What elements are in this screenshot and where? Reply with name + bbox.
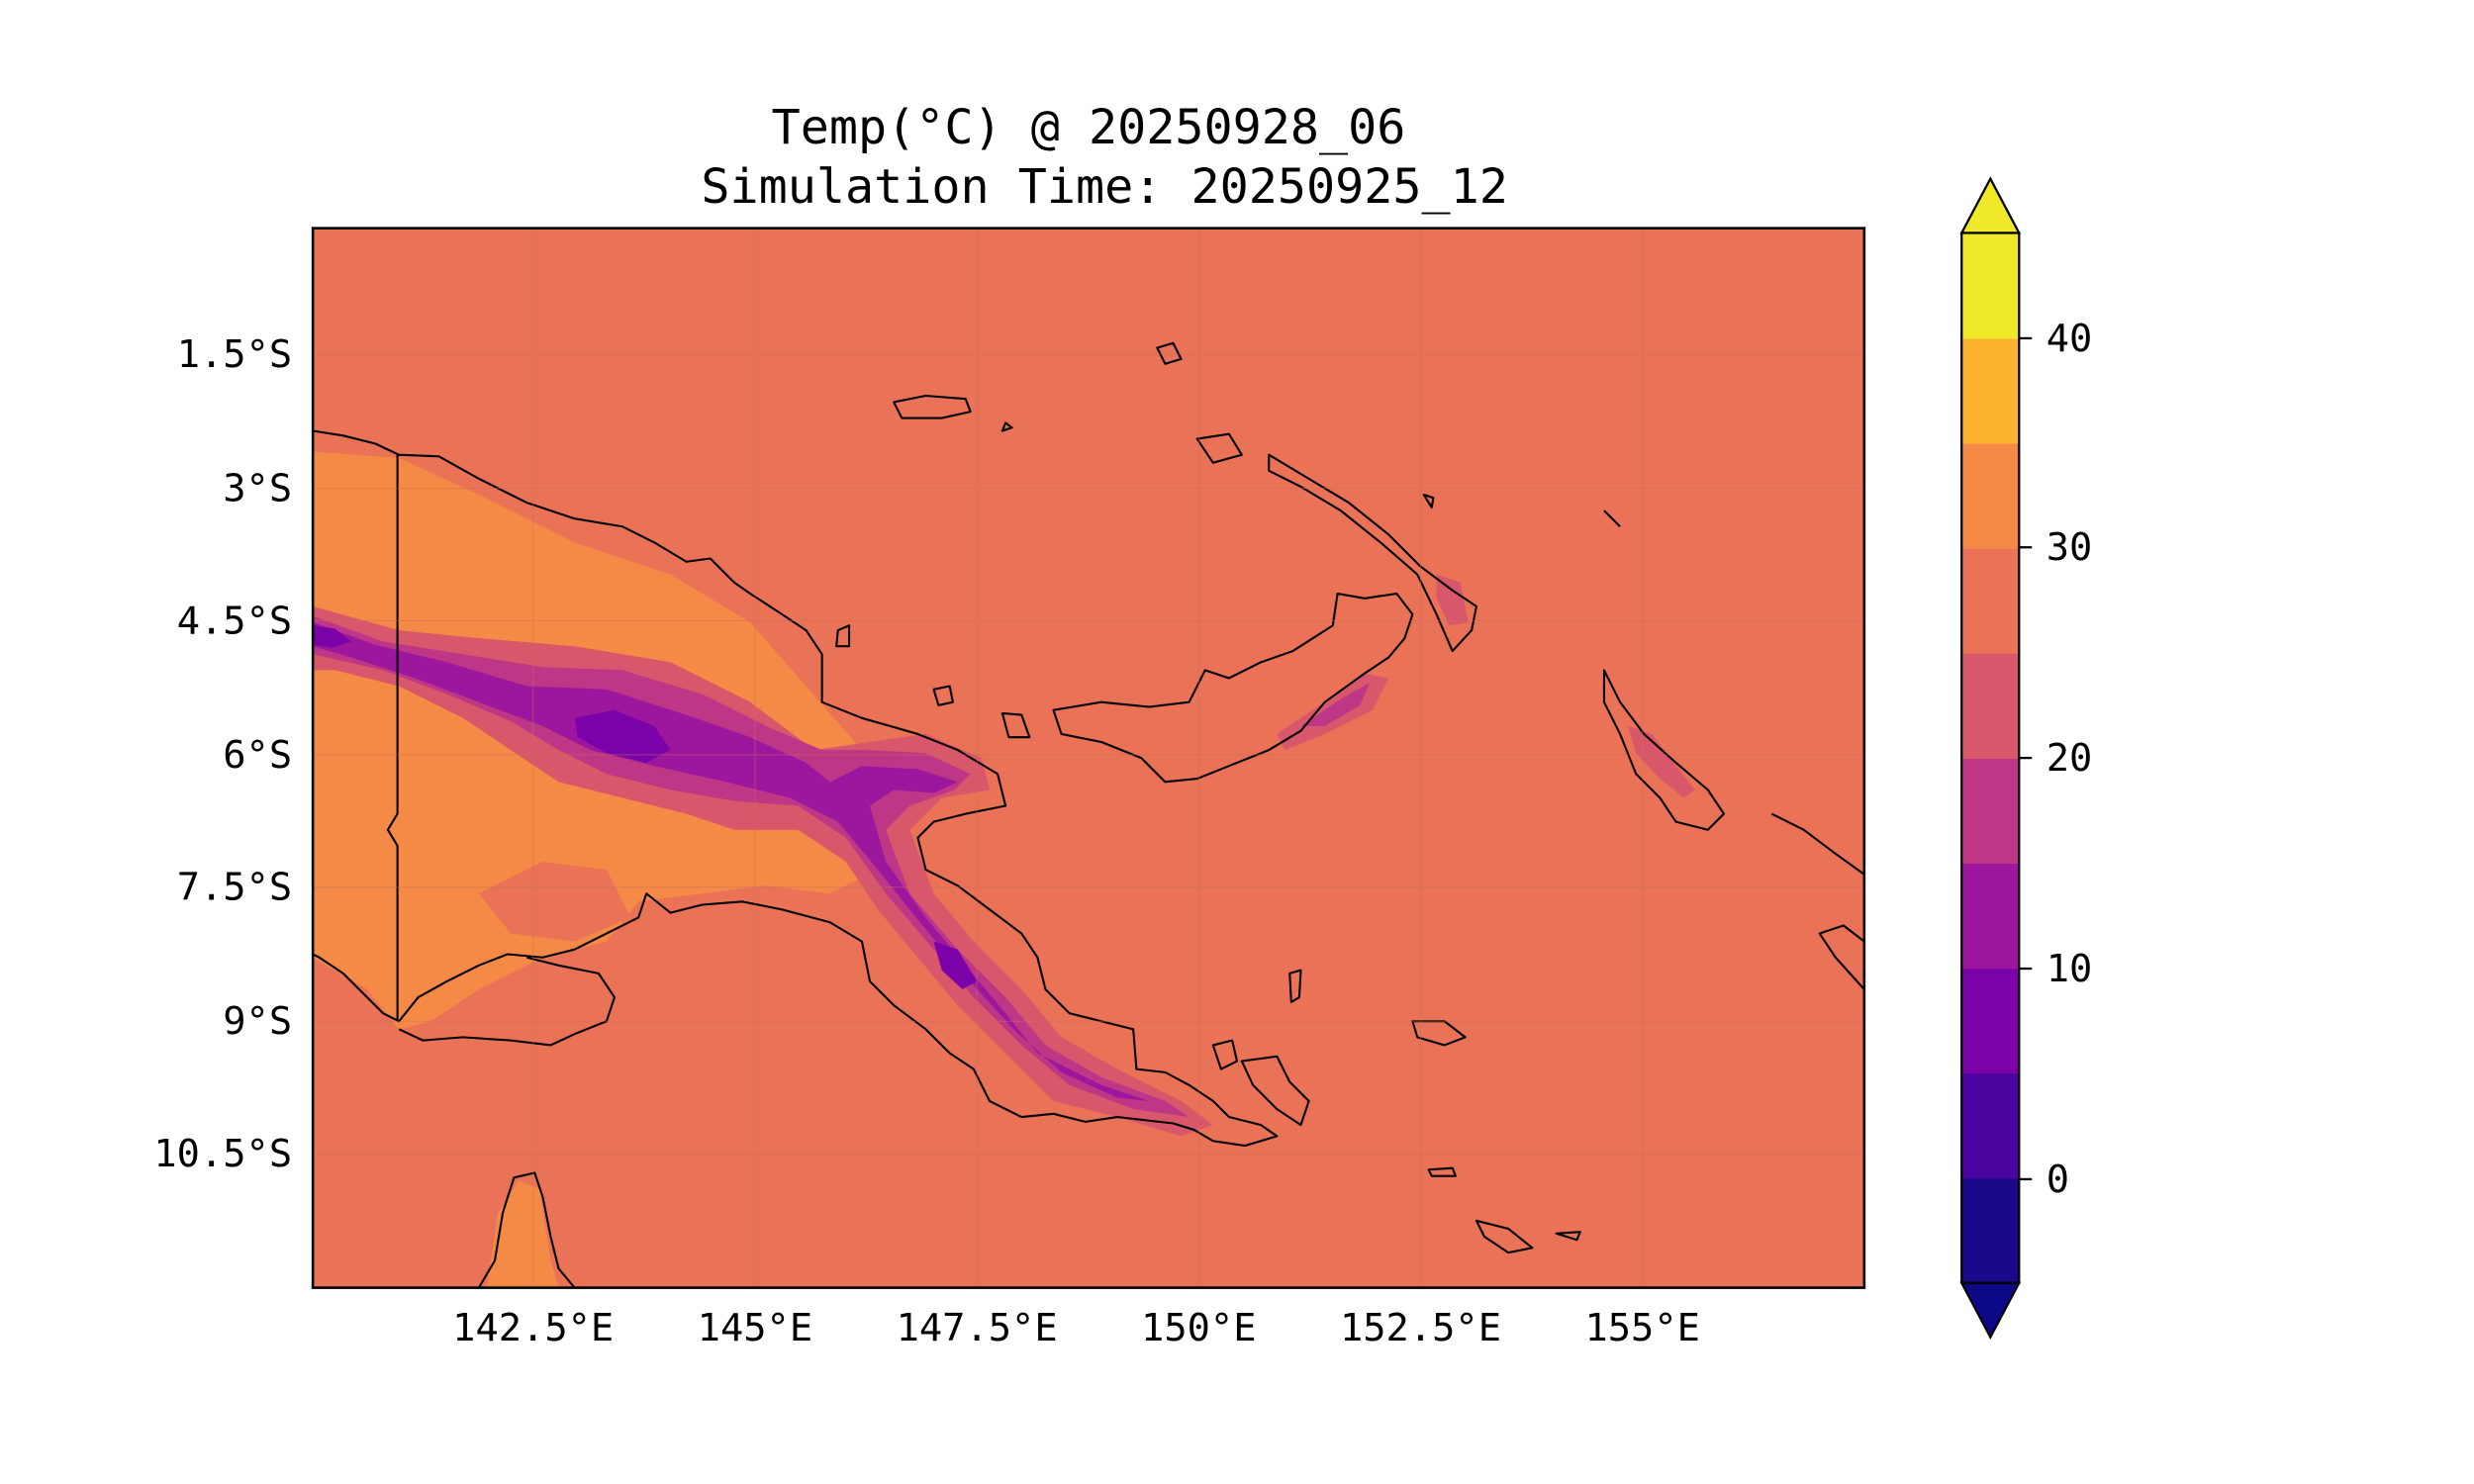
coastline-new-ireland xyxy=(1268,453,1477,653)
colorbar-band xyxy=(1961,232,2020,339)
lat-label: 3°S xyxy=(223,466,292,510)
colorbar-tick-label: 0 xyxy=(2046,1158,2069,1202)
colorbar-band xyxy=(1961,863,2020,970)
coastline-dentrecasteaux xyxy=(1211,1039,1310,1127)
colorbar-tick-label: 20 xyxy=(2046,736,2093,781)
colorbar-ticks xyxy=(2019,336,2033,1181)
longitude-labels: 142.5°E 145°E 147.5°E 150°E 152.5°E 155°… xyxy=(452,1306,1700,1350)
contour-15-20-new-britain xyxy=(1300,683,1370,726)
coastline-trobriand xyxy=(1288,969,1302,1003)
lon-label: 155°E xyxy=(1584,1306,1699,1350)
coastline-bougainville xyxy=(1602,669,1725,831)
coastline-solomons xyxy=(1770,812,1864,990)
lat-label: 9°S xyxy=(223,999,292,1044)
contour-5-10-southeast xyxy=(933,941,978,989)
map-frame xyxy=(311,227,1866,1289)
colorbar-band xyxy=(1961,442,2020,549)
colorbar-tick-label: 30 xyxy=(2046,525,2093,570)
lat-label: 1.5°S xyxy=(177,332,292,377)
colorbar-band xyxy=(1961,1072,2020,1179)
map-panel xyxy=(311,227,1866,1289)
contour-15-20-range xyxy=(313,615,1189,1118)
colorbar: 0 10 20 30 40 xyxy=(1959,176,2093,1341)
coastline-new-guinea xyxy=(313,429,1279,1148)
title-line-1: Temp(°C) @ 20250928_06 xyxy=(772,100,1406,155)
colorbar-tick-label: 10 xyxy=(2046,947,2093,991)
lat-label: 4.5°S xyxy=(177,599,292,643)
temperature-field xyxy=(313,341,1864,1288)
lat-label: 10.5°S xyxy=(153,1132,292,1176)
colorbar-band xyxy=(1961,547,2020,654)
gridlines xyxy=(313,228,1864,1288)
coastline-south-nz-gulf xyxy=(398,956,617,1047)
contour-20-25-new-ireland xyxy=(1436,574,1469,626)
latitude-labels: 1.5°S 3°S 4.5°S 6°S 7.5°S 9°S 10.5°S xyxy=(153,332,292,1176)
colorbar-tick-labels: 0 10 20 30 40 xyxy=(2046,317,2093,1202)
coastline-manus xyxy=(893,394,972,419)
colorbar-extend-min xyxy=(1959,1281,2022,1341)
colorbar-band xyxy=(1961,758,2020,865)
contour-20-25-bougainville xyxy=(1628,725,1695,798)
colorbar-band xyxy=(1961,968,2020,1074)
colorbar-band xyxy=(1961,653,2020,759)
coastline-louisiade xyxy=(1427,1166,1581,1254)
lon-label: 142.5°E xyxy=(452,1306,614,1350)
lat-label: 6°S xyxy=(223,733,292,778)
colorbar-bands xyxy=(1961,232,2020,1284)
lon-label: 152.5°E xyxy=(1340,1306,1501,1350)
colorbar-tick-label: 40 xyxy=(2046,317,2093,361)
coastline-islands-north xyxy=(835,341,1621,739)
coastlines xyxy=(313,341,1864,1288)
contour-5-10-west xyxy=(313,625,351,648)
contour-25-30-lowland xyxy=(478,861,631,942)
coastline-cape-york xyxy=(477,1171,576,1288)
colorbar-band xyxy=(1961,337,2020,444)
colorbar-extend-max xyxy=(1959,176,2022,234)
lon-label: 145°E xyxy=(698,1306,812,1350)
colorbar-band xyxy=(1961,1177,2020,1284)
coastline-new-britain xyxy=(1052,592,1414,784)
lat-label: 7.5°S xyxy=(177,866,292,910)
contour-5-10-highlands xyxy=(574,709,671,763)
lon-label: 150°E xyxy=(1141,1306,1256,1350)
coastline-border xyxy=(386,454,399,1022)
title-line-2: Simulation Time: 20250925_12 xyxy=(701,159,1507,215)
lon-label: 147.5°E xyxy=(897,1306,1058,1350)
